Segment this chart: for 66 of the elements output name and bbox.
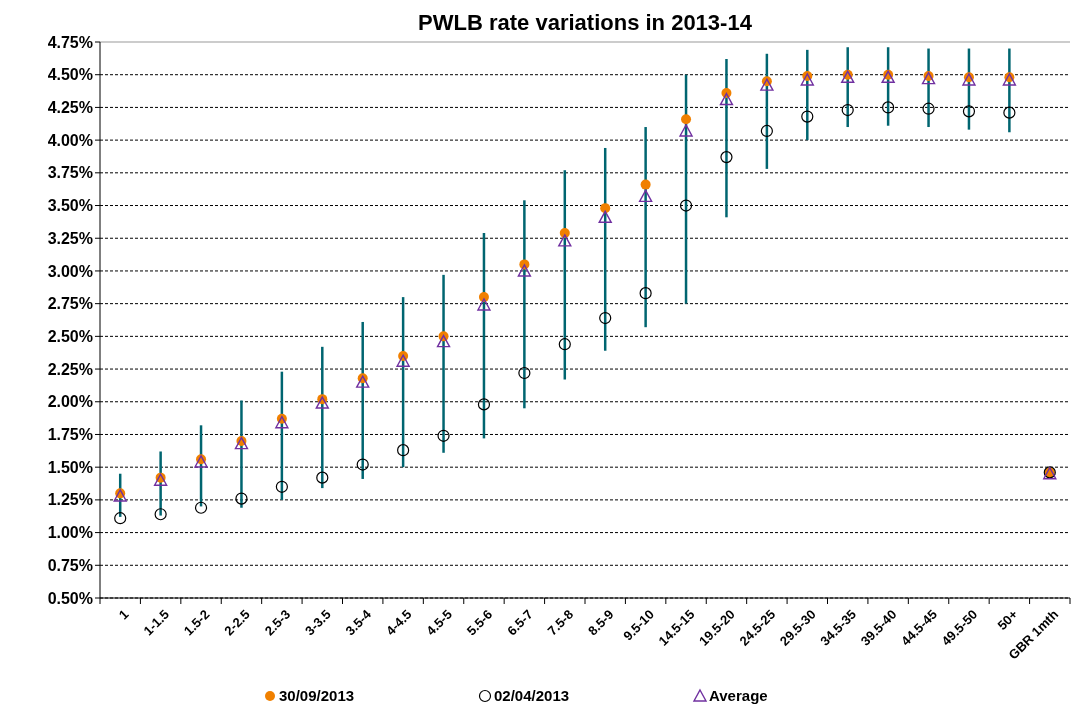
point <box>800 73 814 86</box>
y-tick-label: 3.50% <box>47 197 93 215</box>
x-tick-label: 50+ <box>994 606 1021 633</box>
y-tick-label: 2.75% <box>47 295 93 313</box>
y-tick-label: 1.25% <box>47 491 93 509</box>
point <box>760 124 773 138</box>
point <box>518 366 531 380</box>
y-tick-label: 4.00% <box>47 131 93 149</box>
point <box>356 458 369 471</box>
y-tick-label: 4.25% <box>47 99 93 117</box>
point <box>760 78 774 91</box>
point <box>882 101 895 114</box>
point <box>922 102 935 115</box>
point <box>558 338 571 351</box>
point <box>962 105 976 118</box>
point <box>639 287 652 300</box>
legend-label: Average <box>709 687 768 705</box>
point <box>841 103 854 117</box>
point <box>356 375 370 388</box>
point <box>600 203 611 214</box>
point <box>681 114 692 125</box>
point <box>841 70 855 84</box>
y-tick-label: 1.50% <box>47 458 93 476</box>
point <box>436 334 451 348</box>
point <box>517 264 532 277</box>
point <box>477 298 491 311</box>
y-tick-label: 0.75% <box>47 556 93 574</box>
point <box>154 508 167 521</box>
y-tick-label: 2.25% <box>47 360 93 378</box>
y-tick-label: 3.25% <box>47 229 93 247</box>
point <box>1003 106 1016 119</box>
point <box>638 189 653 203</box>
y-tick-label: 1.75% <box>47 426 93 444</box>
legend-label: 30/09/2013 <box>279 687 355 705</box>
point <box>640 179 651 190</box>
point <box>275 480 288 493</box>
point <box>315 396 329 409</box>
point <box>679 199 693 212</box>
point <box>437 429 450 442</box>
point <box>598 210 612 223</box>
point <box>599 311 612 325</box>
point <box>397 444 410 457</box>
point <box>114 512 127 525</box>
y-tick-label: 3.75% <box>47 164 93 182</box>
point <box>477 398 491 411</box>
y-tick-label: 2.00% <box>47 393 93 411</box>
chart-title: PWLB rate variations in 2013-14 <box>418 10 753 35</box>
x-tick-label: 1 <box>115 606 132 623</box>
point <box>881 70 895 84</box>
y-tick-label: 2.50% <box>47 327 93 345</box>
legend-label: 02/04/2013 <box>494 687 570 705</box>
y-tick-label: 0.50% <box>47 589 93 607</box>
point <box>719 92 734 106</box>
point <box>720 151 733 164</box>
point <box>558 234 572 247</box>
point <box>275 416 289 429</box>
point <box>235 492 248 505</box>
point <box>194 501 208 514</box>
y-tick-label: 1.00% <box>47 524 93 542</box>
point <box>316 471 329 484</box>
point <box>801 110 814 123</box>
y-tick-label: 3.00% <box>47 262 93 280</box>
point <box>396 354 410 367</box>
y-tick-label: 4.50% <box>47 66 93 84</box>
point <box>679 124 693 137</box>
y-tick-label: 4.75% <box>47 33 93 51</box>
